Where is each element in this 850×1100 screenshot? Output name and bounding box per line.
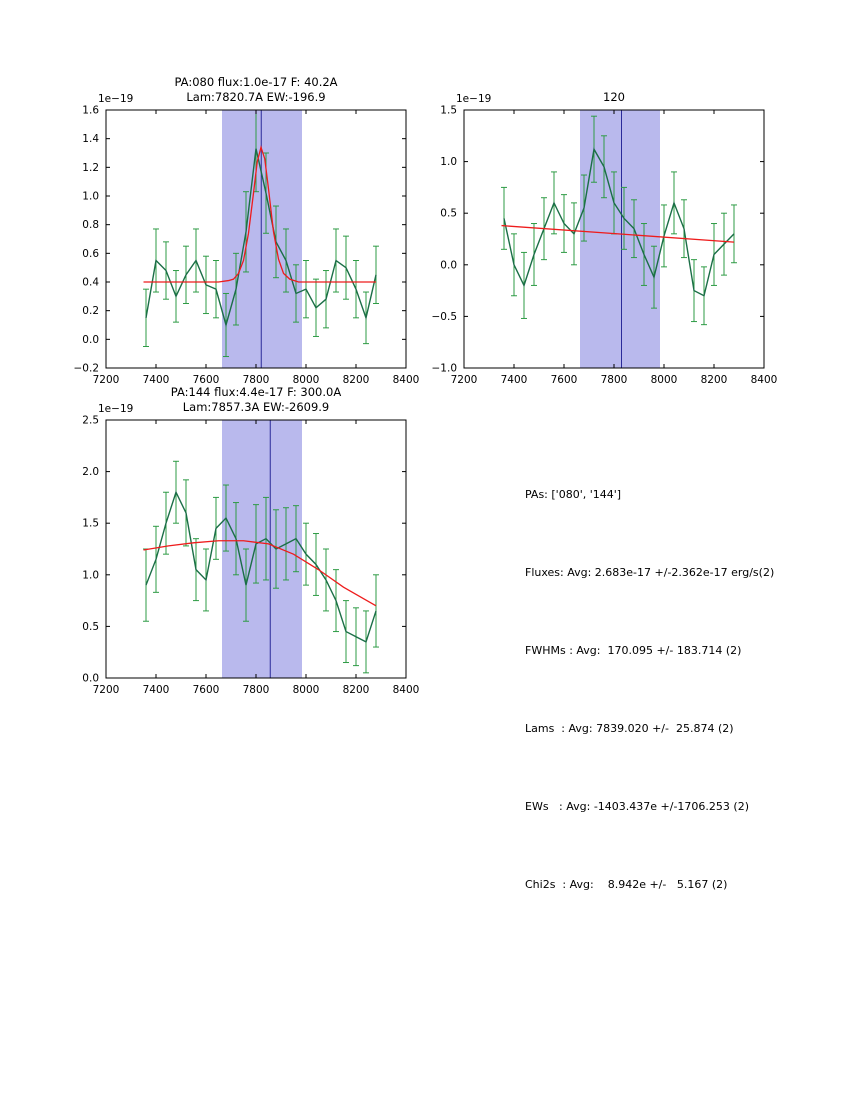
axis-offset-label: 1e−19 — [98, 93, 133, 105]
y-tick-label: 2.0 — [82, 466, 99, 478]
y-tick-label: −0.2 — [74, 363, 100, 375]
plot-pa-144: 7200 7400 7600 7800 8000 8200 8400 0.0 0.5 1.0 1.5… — [60, 380, 420, 712]
x-tick-label: 7800 — [601, 374, 628, 386]
fit-line — [143, 540, 377, 607]
x-tick-label: 7200 — [93, 684, 120, 696]
fit-line — [143, 144, 376, 283]
axis-offset-label: 1e−19 — [98, 403, 133, 415]
data-series-line — [145, 490, 377, 643]
summary-line-fluxes: Fluxes: Avg: 2.683e-17 +/-2.362e-17 erg/… — [525, 566, 775, 579]
y-tick-label: 1.0 — [82, 569, 99, 581]
plot-title: 120 — [603, 90, 625, 104]
x-tick-label: 8400 — [393, 374, 420, 386]
x-tick-label: 8200 — [701, 374, 728, 386]
x-tick-label: 8200 — [343, 374, 370, 386]
fit-line — [501, 224, 735, 243]
data-series-line — [503, 147, 735, 297]
y-tick-label: 0.2 — [82, 305, 99, 317]
data-series-line — [145, 148, 377, 328]
y-tick-label: 1.5 — [82, 518, 99, 530]
summary-line-ews: EWs : Avg: -1403.437e +/-1706.253 (2) — [525, 800, 750, 813]
plot-title: Lam:7857.3A EW:-2609.9 — [183, 400, 330, 414]
y-tick-label: 0.5 — [440, 208, 457, 220]
plot-title: Lam:7820.7A EW:-196.9 — [186, 90, 325, 104]
y-tick-label: −1.0 — [432, 363, 458, 375]
x-tick-label: 7400 — [143, 684, 170, 696]
plot-svg: 7200 7400 7600 7800 8000 8200 8400 −1.0 −0.5 0.0 0… — [432, 90, 778, 386]
x-tick-label: 8400 — [751, 374, 778, 386]
summary-line-lams: Lams : Avg: 7839.020 +/- 25.874 (2) — [525, 722, 734, 735]
x-tick-label: 8000 — [293, 684, 320, 696]
y-tick-label: 0.0 — [82, 334, 99, 346]
selection-band — [580, 110, 660, 368]
x-tick-label: 7400 — [143, 374, 170, 386]
fit-summary: PAs: ['080', '144'] Fluxes: Avg: 2.683e-… — [525, 430, 774, 950]
summary-line-pas: PAs: ['080', '144'] — [525, 488, 622, 501]
x-tick-label: 7600 — [193, 374, 220, 386]
x-tick-label: 8000 — [651, 374, 678, 386]
plot-avg-120: 7200 7400 7600 7800 8000 8200 8400 −1.0 −0.5 0.0 0… — [418, 70, 778, 402]
plot-svg: 7200 7400 7600 7800 8000 8200 8400 0.0 0.5 1.0 1.5… — [82, 385, 420, 696]
y-tick-label: 0.0 — [440, 259, 457, 271]
y-tick-label: 1.4 — [82, 133, 99, 145]
summary-line-chi2s: Chi2s : Avg: 8.942e +/- 5.167 (2) — [525, 878, 728, 891]
x-tick-label: 8000 — [293, 374, 320, 386]
y-tick-label: 0.4 — [82, 277, 99, 289]
y-tick-label: 1.6 — [82, 105, 99, 117]
y-tick-label: −0.5 — [432, 311, 458, 323]
x-tick-label: 7400 — [501, 374, 528, 386]
y-tick-label: 1.2 — [82, 162, 99, 174]
y-tick-label: 1.0 — [82, 191, 99, 203]
y-tick-label: 0.6 — [82, 248, 99, 260]
x-tick-label: 7600 — [193, 684, 220, 696]
x-tick-label: 8200 — [343, 684, 370, 696]
x-tick-label: 7200 — [451, 374, 478, 386]
x-tick-label: 7600 — [551, 374, 578, 386]
plot-title: PA:080 flux:1.0e-17 F: 40.2A — [174, 75, 337, 89]
selection-band — [222, 420, 302, 678]
axis-offset-label: 1e−19 — [456, 93, 491, 105]
x-tick-label: 7800 — [243, 374, 270, 386]
y-tick-label: 0.0 — [82, 673, 99, 685]
x-tick-label: 7200 — [93, 374, 120, 386]
plot-pa-080: 7200 7400 7600 7800 8000 8200 8400 −0.2 0.0 0.2 0.… — [60, 70, 420, 402]
y-tick-label: 0.8 — [82, 219, 99, 231]
summary-line-fwhms: FWHMs : Avg: 170.095 +/- 183.714 (2) — [525, 644, 742, 657]
y-tick-label: 1.0 — [440, 156, 457, 168]
plot-svg: 7200 7400 7600 7800 8000 8200 8400 −0.2 0.0 0.2 0.… — [74, 75, 420, 386]
y-tick-label: 1.5 — [440, 105, 457, 117]
y-tick-label: 0.5 — [82, 621, 99, 633]
y-tick-label: 2.5 — [82, 415, 99, 427]
x-tick-label: 8400 — [393, 684, 420, 696]
plot-title: PA:144 flux:4.4e-17 F: 300.0A — [171, 385, 342, 399]
x-tick-label: 7800 — [243, 684, 270, 696]
